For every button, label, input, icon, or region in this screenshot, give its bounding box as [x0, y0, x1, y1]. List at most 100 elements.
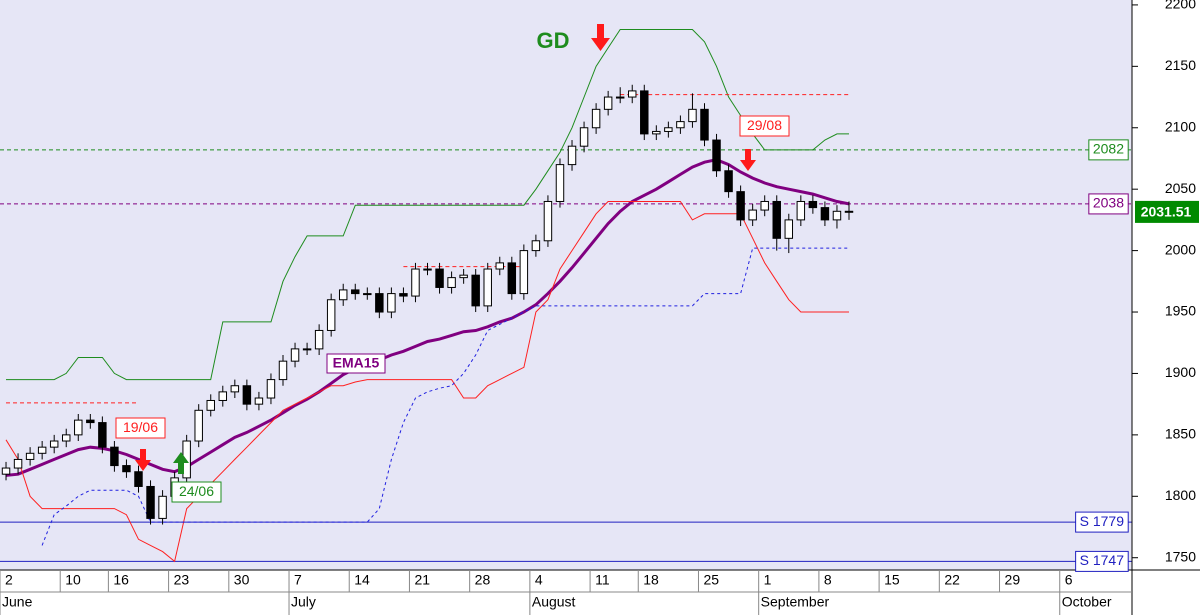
candle-body — [206, 399, 215, 411]
candle-body — [652, 130, 661, 135]
candle-body — [567, 145, 577, 166]
candle-body — [290, 348, 300, 362]
candle-body — [411, 268, 420, 297]
candle-body — [748, 209, 757, 221]
candle-body — [712, 139, 721, 172]
annotations: GD 19/06 24/06 29/08 EMA15 — [115, 24, 790, 503]
candle-body — [122, 465, 131, 473]
candle-body — [615, 96, 625, 99]
candle-body — [375, 293, 384, 313]
x-tick-label: 4 — [535, 572, 543, 588]
level-label: S 1779 — [1080, 513, 1125, 529]
sell-arrow — [740, 149, 756, 171]
candle-body — [591, 108, 601, 129]
y-tick-label: 2050 — [1165, 180, 1196, 196]
candle-body — [519, 250, 529, 295]
x-tick-label: 14 — [354, 572, 370, 588]
candle-body — [471, 274, 480, 307]
indicator-line — [5, 201, 849, 563]
y-tick-label: 1850 — [1165, 426, 1196, 442]
candle-body — [37, 446, 47, 454]
candle-body — [796, 200, 806, 221]
y-tick-label: 2150 — [1165, 57, 1196, 73]
candle-body — [266, 379, 276, 399]
candle-body — [363, 293, 372, 296]
candle-layer — [1, 84, 854, 525]
level-label-box — [1075, 550, 1129, 572]
level-label: S 1747 — [1080, 552, 1125, 568]
x-tick-label: 10 — [65, 572, 81, 588]
candle-body — [399, 293, 408, 297]
date-box — [171, 481, 222, 503]
candle-body — [844, 210, 854, 213]
axis-background — [1132, 0, 1200, 615]
candle-body — [387, 293, 396, 313]
candle-body — [724, 170, 733, 193]
buy-arrow — [173, 452, 189, 474]
candle-body — [146, 485, 155, 519]
candle-body — [13, 458, 23, 469]
candle-body — [531, 240, 541, 252]
candle-body — [507, 262, 517, 295]
candle-body — [832, 210, 842, 221]
candle-body — [772, 200, 781, 239]
candle-body — [110, 446, 119, 467]
candle-body — [158, 495, 167, 519]
x-tick-label: 11 — [595, 572, 610, 588]
plot-background — [0, 0, 1132, 570]
candle-body — [700, 108, 709, 141]
level-label-box — [1075, 511, 1129, 533]
candle-body — [25, 452, 35, 460]
candle-body — [435, 268, 444, 288]
candle-body — [338, 289, 348, 301]
month-label: July — [291, 594, 316, 610]
month-label: September — [761, 594, 830, 610]
candle-body — [676, 121, 685, 129]
x-tick-label: 16 — [113, 572, 129, 588]
candle-body — [1, 467, 11, 475]
y-tick-label: 1750 — [1165, 548, 1196, 564]
candle-body — [86, 419, 95, 424]
level-label-box — [1088, 193, 1129, 215]
candle-body — [603, 96, 613, 110]
candle-body — [302, 348, 312, 351]
candle-body — [808, 200, 818, 209]
y-tick-label: 2200 — [1165, 0, 1196, 12]
candle-body — [49, 440, 59, 448]
candle-body — [423, 268, 432, 271]
candle-body — [254, 397, 264, 405]
candle-body — [555, 164, 565, 202]
x-tick-label: 15 — [884, 572, 900, 588]
x-tick-label: 1 — [764, 572, 772, 588]
x-tick-label: 8 — [824, 572, 832, 588]
x-tick-label: 2 — [5, 572, 13, 588]
candle-body — [736, 191, 745, 221]
level-label-box — [1088, 139, 1129, 161]
last-price-label: 2031.51 — [1141, 204, 1192, 220]
sell-arrow — [591, 24, 610, 51]
candle-body — [760, 200, 769, 211]
date-label: 19/06 — [123, 419, 158, 435]
signal-label: GD — [537, 28, 570, 53]
candle-body — [688, 108, 697, 123]
candle-body — [447, 277, 456, 288]
x-tick-label: 28 — [475, 572, 491, 588]
y-tick-label: 2000 — [1165, 241, 1196, 257]
x-tick-label: 18 — [643, 572, 659, 588]
date-box — [115, 417, 166, 439]
candle-body — [134, 471, 143, 487]
candle-body — [314, 329, 324, 350]
x-tick-label: 6 — [1065, 572, 1073, 588]
y-tick-label: 1950 — [1165, 303, 1196, 319]
month-label: August — [532, 594, 576, 610]
candle-body — [326, 299, 336, 331]
x-tick-label: 29 — [1005, 572, 1021, 588]
last-price-box — [1135, 200, 1199, 223]
candle-body — [579, 127, 589, 147]
x-tick-label: 25 — [703, 572, 719, 588]
y-tick-label: 1800 — [1165, 487, 1196, 503]
series-label-box — [326, 353, 386, 374]
candle-body — [628, 90, 637, 98]
